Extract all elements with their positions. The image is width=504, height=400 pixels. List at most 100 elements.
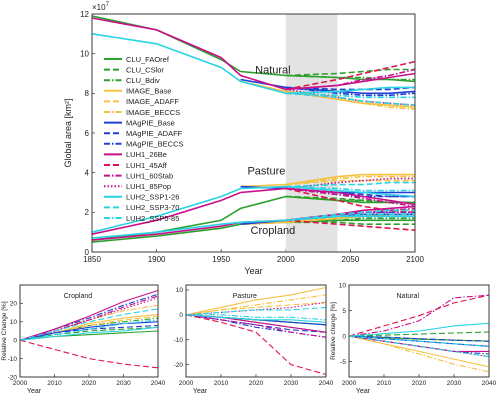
- series-line: [185, 314, 327, 323]
- y-exponent-base: ×10: [92, 3, 106, 12]
- legend-label: LUH1_85Pop: [126, 182, 171, 191]
- series-line: [186, 314, 327, 321]
- series-line: [348, 322, 490, 337]
- legend-label: LUH2_SSP3-70: [126, 203, 179, 212]
- y-tick-label: 8: [85, 89, 90, 98]
- x-tick-label: 2040: [482, 380, 497, 387]
- x-axis-label: Year: [193, 388, 208, 395]
- legend-label: LUH2_SSP5-85: [126, 214, 179, 223]
- subchart-pasture: 2000 2010 2020 2030 2040 -20 -10 0 10 Pasture Year: [174, 284, 334, 395]
- series-line-natural: [240, 78, 416, 95]
- series-line-pasture: [285, 177, 415, 190]
- y-tick-label: 0: [85, 248, 90, 257]
- y-tick-label: 10: [176, 287, 184, 294]
- series-line-cropland: [285, 217, 415, 224]
- x-tick-label: 2010: [47, 380, 62, 387]
- x-axis-label: Year: [356, 388, 371, 395]
- series-line: [19, 289, 159, 341]
- series-line: [348, 331, 490, 337]
- series-line: [19, 324, 159, 341]
- series-line-pasture: [285, 187, 416, 208]
- legend-label: LUH1_45Aff: [126, 161, 168, 170]
- x-tick-label: 1850: [83, 255, 101, 264]
- y-tick-label: 10: [80, 49, 89, 58]
- series-line-pasture: [240, 173, 415, 188]
- series-line: [185, 314, 327, 376]
- series-line: [19, 339, 159, 369]
- subchart-cropland: 2000 2010 2020 2030 2040 -20 -10 0 10 20 Cropland Y…: [1, 284, 166, 395]
- series-line: [348, 335, 490, 358]
- x-tick-label: 2010: [377, 380, 392, 387]
- x-tick-label: 2040: [319, 380, 334, 387]
- x-axis-label: Year: [27, 388, 42, 395]
- x-tick-label: 1950: [212, 255, 230, 264]
- legend-label: LUH1_26Be: [126, 150, 167, 159]
- y-tick-label: 5: [342, 308, 346, 315]
- shaded-region: [285, 14, 338, 252]
- legend: CLU_FAOrefCLU_CSlorCLU_BdivIMAGE_BaseIMA…: [104, 55, 184, 223]
- legend-label: MAgPIE_ADAFF: [126, 129, 183, 138]
- y-tick-label: 0: [179, 312, 183, 319]
- y-axis-label: Relative Change [%]: [1, 301, 8, 360]
- x-tick-label: 2000: [342, 380, 357, 387]
- region-annotation: Cropland: [251, 225, 296, 237]
- series-line: [19, 297, 159, 341]
- y-tick-label: 4: [85, 168, 90, 177]
- y-tick-label: 12: [80, 10, 89, 19]
- series-line-natural: [285, 92, 415, 99]
- legend-label: IMAGE_Base: [126, 87, 171, 96]
- x-tick-label: 2020: [249, 380, 264, 387]
- x-tick-label: 2100: [406, 255, 424, 264]
- series-line-pasture: [285, 185, 415, 192]
- series-line: [19, 308, 159, 341]
- series-line-pasture: [240, 185, 415, 194]
- series-line: [348, 294, 490, 337]
- y-exponent: ×107: [92, 2, 110, 12]
- series-line: [185, 294, 327, 316]
- y-tick-label: 10: [339, 282, 347, 289]
- subchart-title: Cropland: [64, 293, 93, 300]
- series-line-cropland: [285, 213, 415, 222]
- x-tick-label: 2030: [447, 380, 462, 387]
- series-line-natural: [285, 68, 416, 91]
- x-tick-label: 2030: [116, 380, 131, 387]
- series-line: [348, 294, 490, 337]
- series-line: [19, 326, 159, 341]
- y-tick-label: 2: [85, 208, 90, 217]
- x-tick-label: 2030: [284, 380, 299, 387]
- x-axis-label: Year: [244, 266, 262, 276]
- series-line-cropland: [285, 221, 415, 225]
- x-tick-label: 2020: [412, 380, 427, 387]
- legend-label: IMAGE_BECCS: [126, 108, 180, 117]
- series-line-cropland: [285, 209, 415, 222]
- series-line: [348, 335, 490, 347]
- y-axis-label: Relative change [%]: [330, 302, 337, 360]
- y-tick-label: 10: [10, 319, 18, 326]
- y-tick-label: -20: [174, 362, 184, 369]
- x-tick-label: 2040: [151, 380, 166, 387]
- y-exponent-power: 7: [106, 2, 110, 8]
- plot-frame-overlay: [91, 13, 416, 253]
- series-line: [19, 319, 159, 341]
- y-tick-label: -10: [174, 337, 184, 344]
- main-chart: 1850 1900 1950 2000 2050 2100 0 2 4 6 8 10 12 Natural…: [63, 2, 424, 276]
- x-tick-label: 2020: [82, 380, 97, 387]
- legend-label: LUH1_60Stab: [126, 171, 173, 180]
- series-line: [185, 306, 327, 316]
- region-annotation: Pasture: [247, 166, 285, 178]
- series-line-natural: [285, 74, 415, 81]
- x-tick-label: 1900: [148, 255, 166, 264]
- plot-frame-overlay: [348, 284, 490, 378]
- series-line: [185, 314, 327, 338]
- plot-frame: [19, 284, 159, 378]
- series-line-natural: [285, 90, 416, 110]
- series-line: [348, 335, 490, 342]
- x-tick-label: 2010: [214, 380, 229, 387]
- series-line: [348, 335, 490, 373]
- y-tick-label: -20: [8, 374, 18, 381]
- series-line-natural: [285, 68, 415, 77]
- y-axis-label: Global area [km²]: [63, 98, 73, 167]
- legend-label: LUH2_SSP1-26: [126, 193, 179, 202]
